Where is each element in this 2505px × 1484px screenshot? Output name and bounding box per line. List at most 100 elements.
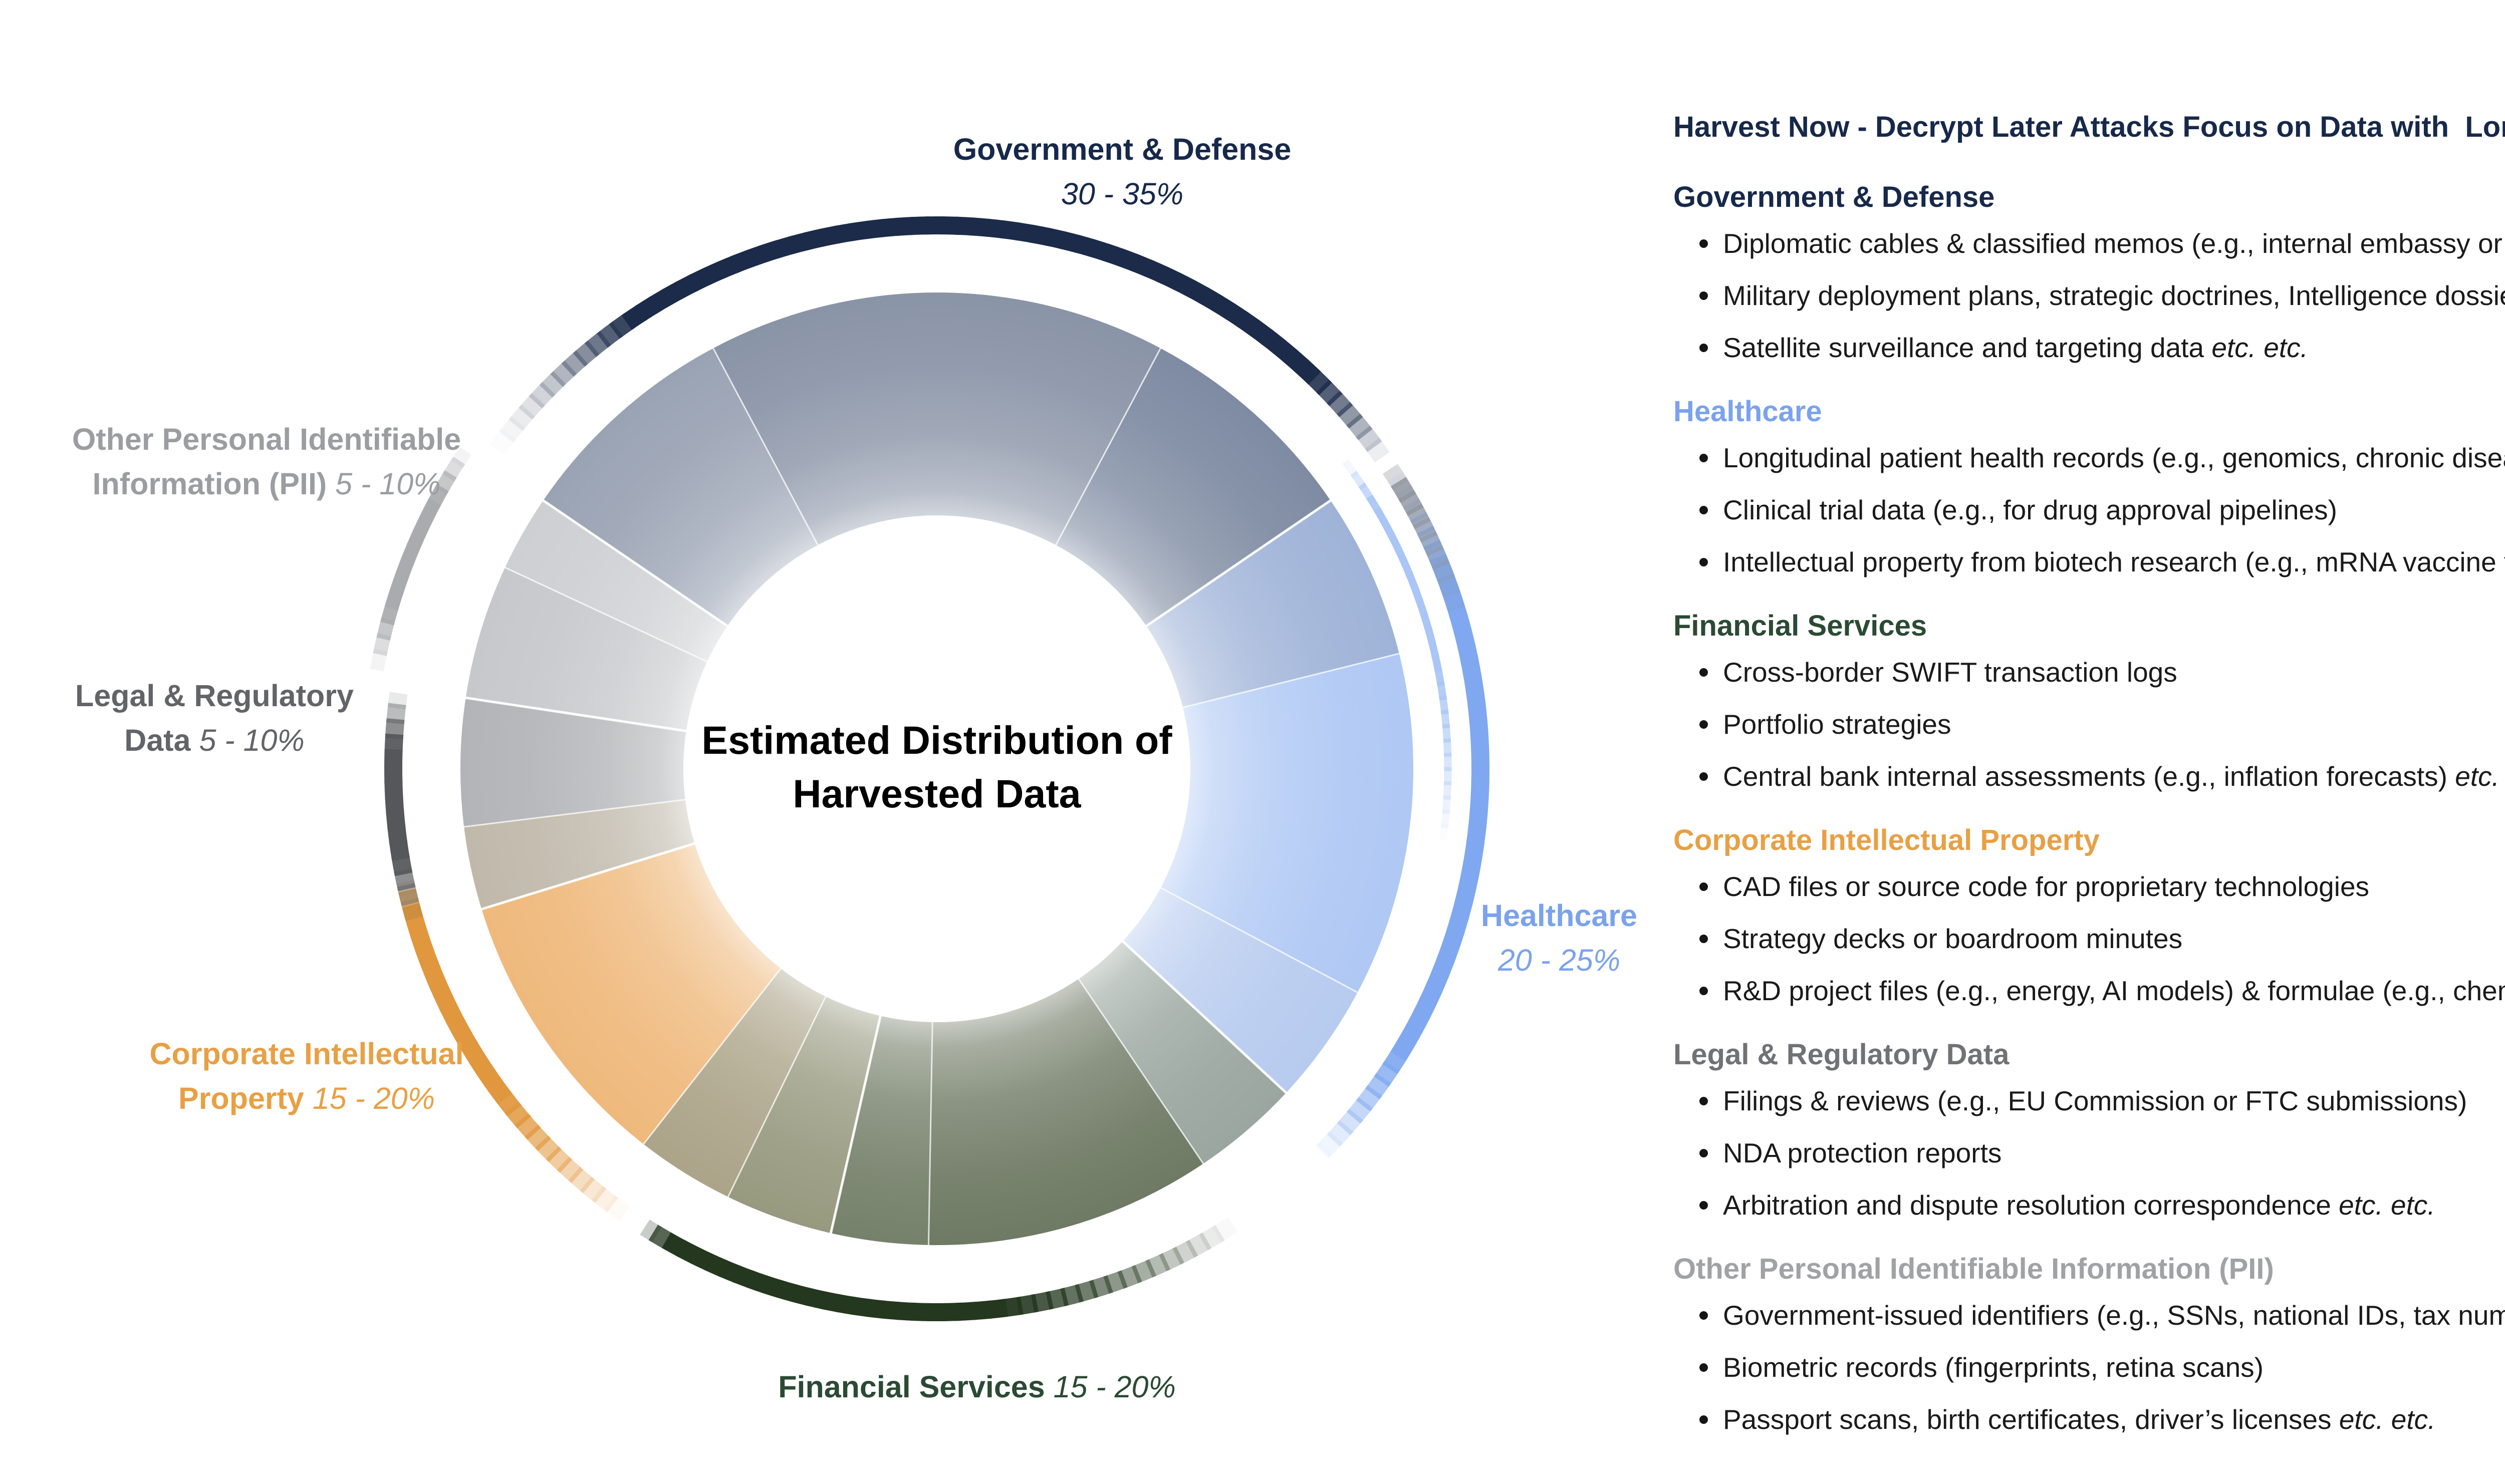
bullet-dot-icon bbox=[1699, 505, 1708, 514]
category-divider bbox=[464, 696, 688, 733]
segment-label-financial: Financial Services 15 - 20% bbox=[778, 1365, 1175, 1409]
outer-arc bbox=[384, 692, 423, 922]
bullet-dot-icon bbox=[1699, 1311, 1708, 1320]
bullet-dot-icon bbox=[1699, 986, 1708, 995]
section-heading: Legal & Regulatory Data bbox=[1673, 1038, 2010, 1071]
bullet-item: Longitudinal patient health records (e.g… bbox=[1673, 432, 2505, 484]
section-3: Financial Services Cross-border SWIFT tra… bbox=[1673, 606, 2505, 802]
bullet-text: Arbitration and dispute resolution corre… bbox=[1723, 1190, 2331, 1221]
segment-label-healthcare: Healthcare 20 - 25% bbox=[1481, 894, 1637, 983]
segment-label-line: Property 15 - 20% bbox=[178, 1081, 435, 1115]
bullet-text: Biometric records (fingerprints, retina … bbox=[1723, 1352, 2264, 1383]
chart-center-title: Estimated Distribution of Harvested Data bbox=[701, 713, 1172, 820]
segment-label-line: 20 - 25% bbox=[1497, 943, 1621, 977]
bullet-dot-icon bbox=[1699, 291, 1708, 300]
segment-label-corporate: Corporate Intellectual Property 15 - 20% bbox=[149, 1032, 463, 1121]
bullet-item: Arbitration and dispute resolution corre… bbox=[1673, 1179, 2505, 1231]
bullet-dot-icon bbox=[1699, 239, 1708, 248]
bullet-text: Longitudinal patient health records (e.g… bbox=[1723, 442, 2505, 473]
section-heading: Corporate Intellectual Property bbox=[1673, 824, 2100, 856]
segment-label-line: Other Personal Identifiable bbox=[72, 422, 461, 456]
bullet-dot-icon bbox=[1699, 1415, 1708, 1424]
right-panel-title: Harvest Now - Decrypt Later Attacks Focu… bbox=[1673, 111, 2505, 143]
chart-title-line-2: Harvested Data bbox=[793, 771, 1081, 816]
section-heading: Government & Defense bbox=[1673, 181, 1995, 213]
section-4: Corporate Intellectual Property CAD files… bbox=[1673, 820, 2505, 1017]
donut-chart bbox=[370, 216, 1490, 1321]
bullet-text: Portfolio strategies bbox=[1723, 709, 1951, 740]
category-divider bbox=[829, 1014, 882, 1235]
bullet-text: Satellite surveillance and targeting dat… bbox=[1723, 332, 2204, 363]
segment-label-line: 30 - 35% bbox=[1061, 177, 1184, 211]
bullet-item: Clinical trial data (e.g., for drug appr… bbox=[1673, 484, 2505, 536]
ring-divider bbox=[462, 798, 686, 828]
bullet-item: Satellite surveillance and targeting dat… bbox=[1673, 322, 2505, 374]
segment-label-line: Legal & Regulatory bbox=[75, 679, 354, 713]
bullet-text: Filings & reviews (e.g., EU Commission o… bbox=[1723, 1085, 2467, 1116]
bullet-etc-suffix: etc. etc. bbox=[2331, 1190, 2435, 1221]
ring-divider bbox=[1181, 652, 1401, 709]
bullet-text: NDA protection reports bbox=[1723, 1137, 2002, 1168]
right-panel: Harvest Now - Decrypt Later Attacks Focu… bbox=[1673, 107, 2505, 1445]
ring-divider bbox=[726, 995, 827, 1199]
bullet-dot-icon bbox=[1699, 934, 1708, 943]
bullet-text: Government-issued identifiers (e.g., SSN… bbox=[1723, 1300, 2505, 1331]
section-5: Legal & Regulatory Data Filings & reviews… bbox=[1673, 1035, 2505, 1231]
section-heading: Healthcare bbox=[1673, 395, 1822, 428]
section-1: Government & Defense Diplomatic cables & … bbox=[1673, 177, 2505, 374]
outer-arc bbox=[1382, 464, 1465, 613]
ring-divider bbox=[1055, 347, 1162, 546]
ring-divider bbox=[642, 967, 782, 1145]
outer-arc bbox=[640, 1219, 1225, 1321]
outer-arc bbox=[370, 447, 471, 672]
bullet-text: Central bank internal assessments (e.g.,… bbox=[1723, 761, 2447, 792]
outer-arc bbox=[1342, 459, 1452, 841]
bullet-text: Cross-border SWIFT transaction logs bbox=[1723, 657, 2177, 688]
bullet-etc-suffix: etc. etc. bbox=[2455, 761, 2499, 792]
ring-divider bbox=[504, 566, 708, 663]
bullet-text: Diplomatic cables & classified memos (e.… bbox=[1723, 228, 2502, 259]
bullet-dot-icon bbox=[1699, 453, 1708, 462]
bullet-dot-icon bbox=[1699, 668, 1708, 677]
bullet-item: Portfolio strategies bbox=[1673, 698, 2505, 750]
section-2: Healthcare Longitudinal patient health re… bbox=[1673, 392, 2505, 588]
bullet-dot-icon bbox=[1699, 882, 1708, 891]
bullet-etc-suffix: etc. etc. bbox=[2331, 1404, 2436, 1435]
segment-label-line: Government & Defense bbox=[953, 132, 1292, 166]
bullet-text: Strategy decks or boardroom minutes bbox=[1723, 923, 2183, 954]
bullet-dot-icon bbox=[1699, 1148, 1708, 1157]
bullet-etc-suffix: etc. etc. bbox=[2204, 332, 2308, 363]
bullet-item: Filings & reviews (e.g., EU Commission o… bbox=[1673, 1075, 2505, 1127]
segment-label-line: Financial Services 15 - 20% bbox=[778, 1370, 1176, 1404]
segment-label-legal: Legal & Regulatory Data 5 - 10% bbox=[75, 674, 354, 763]
bullet-item: R&D project files (e.g., energy, AI mode… bbox=[1673, 965, 2505, 1017]
category-divider bbox=[480, 842, 696, 911]
category-divider bbox=[542, 499, 729, 628]
segment-label-pii: Other Personal Identifiable Information (… bbox=[72, 417, 461, 506]
bullet-text: R&D project files (e.g., energy, AI mode… bbox=[1723, 975, 2505, 1006]
bullet-item: Diplomatic cables & classified memos (e.… bbox=[1673, 217, 2505, 269]
bullet-text: CAD files or source code for proprietary… bbox=[1723, 871, 2370, 902]
bullet-item: Biometric records (fingerprints, retina … bbox=[1673, 1341, 2505, 1393]
bullet-item: Strategy decks or boardroom minutes bbox=[1673, 913, 2505, 965]
category-divider bbox=[1145, 499, 1332, 628]
bullet-item: Government-issued identifiers (e.g., SSN… bbox=[1673, 1289, 2505, 1341]
bullet-dot-icon bbox=[1699, 772, 1708, 781]
segment-label-gov: Government & Defense 30 - 35% bbox=[953, 127, 1292, 216]
section-heading: Other Personal Identifiable Information … bbox=[1673, 1253, 2274, 1285]
bullet-item: Cross-border SWIFT transaction logs bbox=[1673, 646, 2505, 698]
bullet-dot-icon bbox=[1699, 557, 1708, 566]
section-heading: Financial Services bbox=[1673, 610, 1927, 642]
bullet-item: NDA protection reports bbox=[1673, 1127, 2505, 1179]
right-panel-sections: Government & Defense Diplomatic cables & … bbox=[1673, 177, 2505, 1445]
bullet-dot-icon bbox=[1699, 1363, 1708, 1372]
bullet-text: Military deployment plans, strategic doc… bbox=[1723, 280, 2505, 311]
segment-label-line: Corporate Intellectual bbox=[149, 1037, 464, 1071]
bullet-item: Intellectual property from biotech resea… bbox=[1673, 536, 2505, 588]
ring-sheen bbox=[460, 292, 1413, 1245]
category-divider bbox=[1121, 939, 1288, 1095]
bullet-text: Passport scans, birth certificates, driv… bbox=[1723, 1404, 2332, 1435]
outer-arc bbox=[396, 879, 631, 1222]
bullet-item: Passport scans, birth certificates, driv… bbox=[1673, 1393, 2505, 1445]
